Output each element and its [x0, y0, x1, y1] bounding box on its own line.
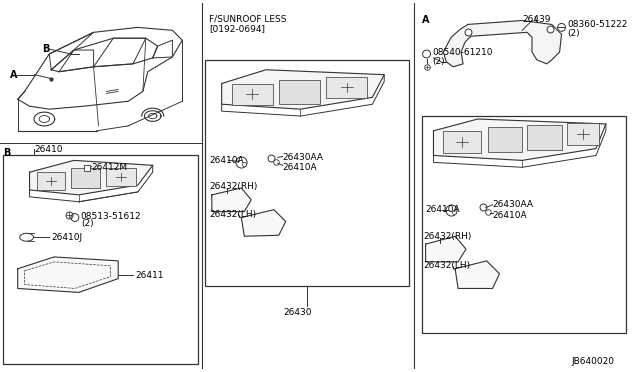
Text: 26432(LH): 26432(LH)	[210, 210, 257, 219]
Polygon shape	[29, 160, 153, 195]
Text: 26430AA: 26430AA	[283, 153, 324, 161]
Bar	[71, 168, 100, 188]
Bar	[568, 123, 599, 145]
Text: B: B	[3, 148, 10, 158]
Polygon shape	[444, 20, 561, 67]
Text: 26410A: 26410A	[426, 205, 460, 214]
Text: 26410A: 26410A	[283, 163, 317, 172]
Polygon shape	[221, 70, 384, 109]
Polygon shape	[18, 257, 118, 292]
Text: F/SUNROOF LESS: F/SUNROOF LESS	[209, 15, 286, 23]
Text: 26432(RH): 26432(RH)	[424, 232, 472, 241]
Text: 26410: 26410	[35, 145, 63, 154]
Polygon shape	[433, 119, 606, 160]
Polygon shape	[455, 261, 499, 288]
Bar	[488, 127, 522, 151]
Text: (2): (2)	[433, 57, 445, 66]
Text: 26410A: 26410A	[210, 157, 244, 166]
Polygon shape	[212, 188, 252, 212]
Text: 26410A: 26410A	[493, 211, 527, 219]
Text: (2): (2)	[81, 219, 93, 228]
Text: (2): (2)	[568, 29, 580, 38]
Text: 26430: 26430	[284, 308, 312, 317]
Text: 26432(LH): 26432(LH)	[424, 261, 471, 270]
Bar	[422, 116, 625, 333]
Text: A: A	[10, 70, 17, 80]
Text: 26411: 26411	[135, 271, 163, 280]
Text: 26439: 26439	[522, 15, 550, 23]
Bar	[205, 60, 409, 286]
Text: 08540-61210: 08540-61210	[433, 48, 493, 57]
Text: 08360-51222: 08360-51222	[568, 20, 628, 29]
Text: A: A	[422, 15, 429, 25]
Text: B: B	[42, 44, 50, 54]
Polygon shape	[426, 236, 466, 262]
Polygon shape	[241, 210, 285, 236]
Bar	[279, 80, 320, 104]
Bar	[106, 168, 136, 186]
Text: 26410J: 26410J	[51, 233, 83, 242]
Text: [0192-0694]: [0192-0694]	[209, 25, 265, 33]
Bar	[444, 131, 481, 153]
Bar	[326, 77, 367, 98]
Text: 26432(RH): 26432(RH)	[210, 182, 258, 191]
Text: 08513-51612: 08513-51612	[81, 212, 141, 221]
Bar	[3, 155, 198, 364]
Bar	[527, 125, 561, 150]
Bar	[37, 172, 65, 190]
Text: 26412M: 26412M	[92, 163, 128, 172]
Text: 26430AA: 26430AA	[493, 200, 534, 209]
Text: JB640020: JB640020	[572, 357, 614, 366]
Bar	[232, 84, 273, 105]
